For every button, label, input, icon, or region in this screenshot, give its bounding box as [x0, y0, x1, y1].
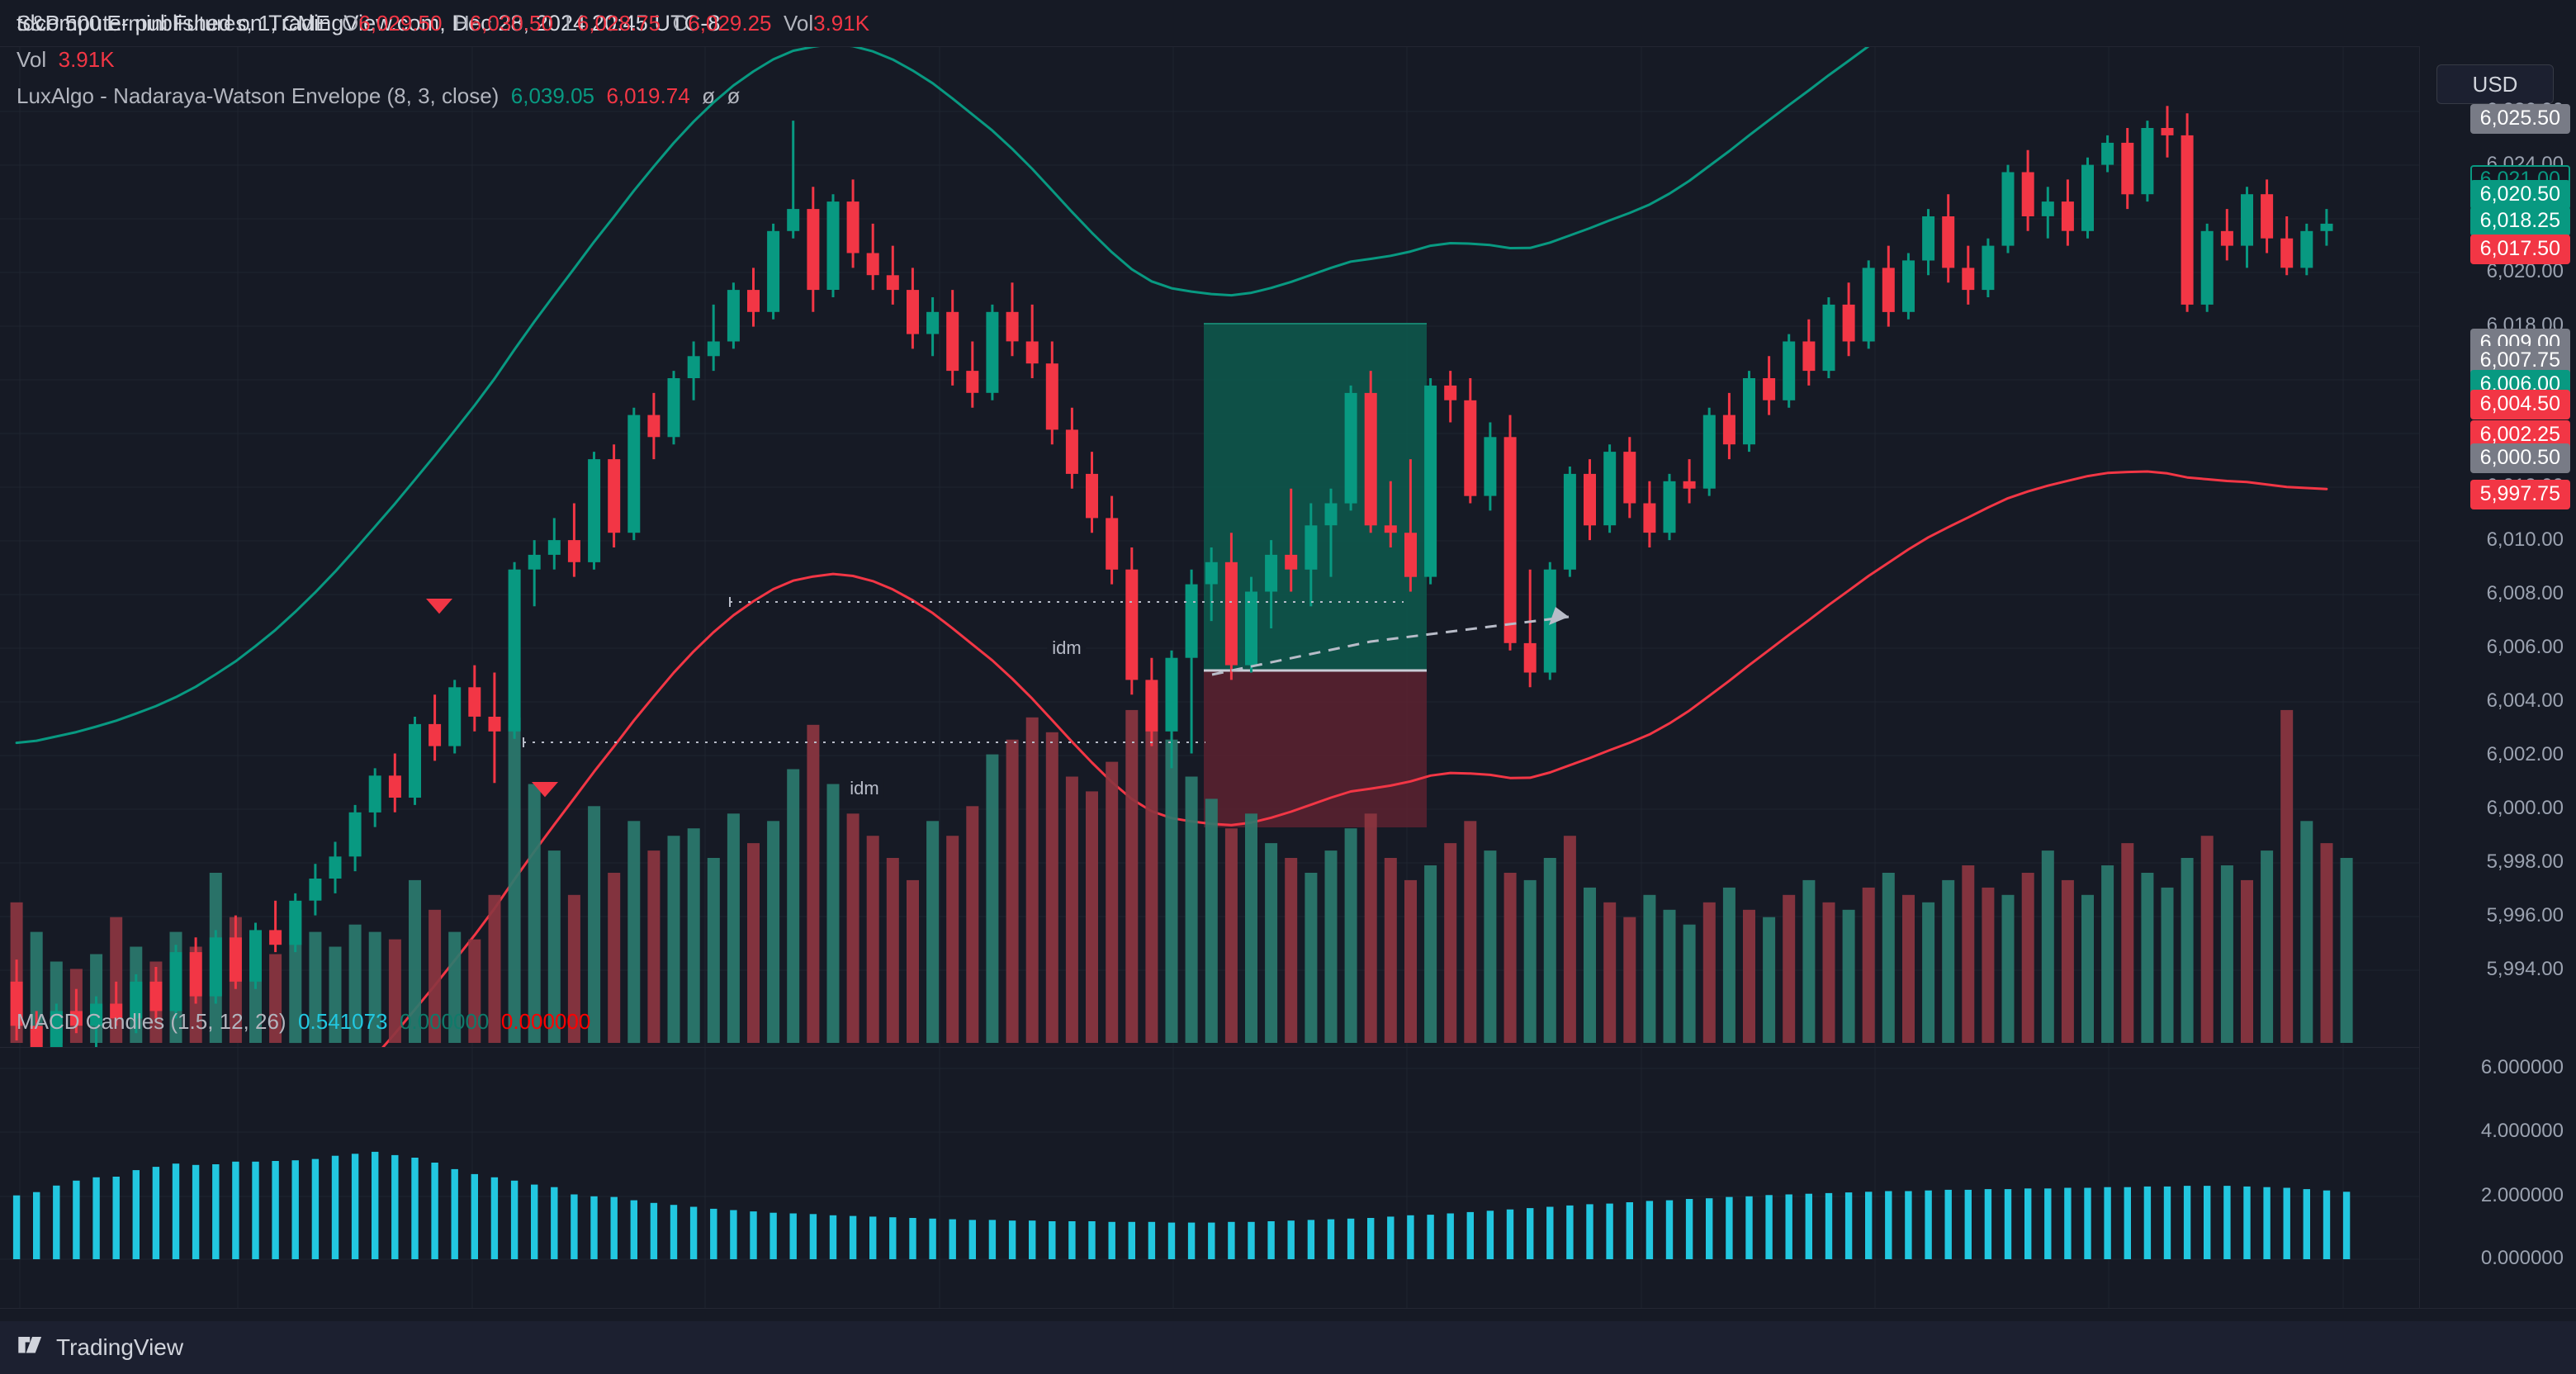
- legend-close-label: C: [672, 11, 689, 36]
- legend-high-value: 6,030.50: [469, 11, 553, 36]
- macd-indicator-name: MACD Candles (1.5, 12, 26): [17, 1009, 286, 1034]
- price-tick-label: 6,008.00: [2486, 582, 2564, 604]
- legend-vol-label: Vol: [783, 11, 814, 36]
- macd-tick-label: 4.000000: [2480, 1120, 2564, 1142]
- macd-pane[interactable]: [0, 1047, 2419, 1309]
- chart-frame: idm idm USD 6,026.006,024.006,022.006,02…: [0, 46, 2576, 1368]
- macd-legend[interactable]: MACD Candles (1.5, 12, 26) 0.541073 0.00…: [17, 1009, 590, 1035]
- legend-row-envelope[interactable]: LuxAlgo - Nadaraya-Watson Envelope (8, 3…: [17, 78, 869, 114]
- price-tick-label: 5,996.00: [2486, 904, 2564, 926]
- price-plot: [0, 47, 2419, 1048]
- price-tick-label: 6,010.00: [2486, 528, 2564, 551]
- legend-row-symbol[interactable]: S&P 500 E-mini Futures, 1, CME O6,029.50…: [17, 5, 869, 41]
- price-badge[interactable]: 6,000.50: [2469, 443, 2570, 473]
- macd-value-2: 0.000000: [399, 1009, 490, 1034]
- price-tick-label: 5,994.00: [2486, 958, 2564, 980]
- chart-legend: S&P 500 E-mini Futures, 1, CME O6,029.50…: [17, 5, 869, 114]
- macd-tick-label: 6.000000: [2480, 1056, 2564, 1078]
- legend-open-label: O: [342, 11, 359, 36]
- price-badge[interactable]: 6,017.50: [2469, 235, 2570, 264]
- price-badge[interactable]: 6,004.50: [2469, 390, 2570, 419]
- price-tick-label: 6,004.00: [2486, 689, 2564, 712]
- envelope-extra-2: ø: [727, 83, 741, 108]
- legend-vol-value: 3.91K: [813, 11, 870, 36]
- envelope-lower-value: 6,019.74: [606, 83, 690, 108]
- legend-symbol: S&P 500 E-mini Futures, 1, CME: [17, 11, 330, 36]
- tradingview-logo[interactable]: TradingView: [0, 1334, 183, 1361]
- envelope-extra-1: ø: [702, 83, 716, 108]
- legend-open-value: 6,029.50: [358, 11, 443, 36]
- price-badge[interactable]: 5,997.75: [2469, 480, 2570, 509]
- volume-indicator-value: 3.91K: [58, 47, 115, 72]
- publisher-bar: tdcomputer published on TradingView.com,…: [0, 0, 2576, 46]
- legend-low-value: 6,028.75: [576, 11, 661, 36]
- envelope-indicator-name: LuxAlgo - Nadaraya-Watson Envelope (8, 3…: [17, 83, 500, 108]
- price-tick-label: 6,002.00: [2486, 743, 2564, 765]
- legend-row-volume[interactable]: Vol 3.91K: [17, 41, 869, 78]
- price-badge[interactable]: 6,025.50: [2469, 104, 2570, 134]
- price-pane[interactable]: idm idm: [0, 46, 2419, 1048]
- price-scale[interactable]: USD 6,026.006,024.006,022.006,020.006,01…: [2419, 46, 2576, 1308]
- price-badge[interactable]: 6,018.25: [2469, 206, 2570, 236]
- legend-high-label: H: [453, 11, 470, 36]
- publisher-text: tdcomputer published on TradingView.com,…: [17, 10, 721, 36]
- price-tick-label: 6,006.00: [2486, 636, 2564, 658]
- legend-close-value: 6,029.25: [688, 11, 772, 36]
- volume-indicator-label: Vol: [17, 47, 47, 72]
- currency-label: USD: [2472, 71, 2518, 97]
- macd-value-1: 0.541073: [298, 1009, 388, 1034]
- footer-bar: TradingView: [0, 1321, 2576, 1374]
- macd-value-3: 0.000000: [500, 1009, 591, 1034]
- envelope-upper-value: 6,039.05: [510, 83, 594, 108]
- macd-tick-label: 0.000000: [2480, 1247, 2564, 1269]
- idm-label-lower: idm: [845, 778, 884, 799]
- tradingview-wordmark: TradingView: [56, 1334, 184, 1360]
- price-badge[interactable]: 6,020.50: [2469, 180, 2570, 210]
- currency-chip[interactable]: USD: [2436, 64, 2554, 104]
- idm-label-upper: idm: [1047, 637, 1087, 659]
- tradingview-mark-icon: [18, 1337, 42, 1353]
- price-tick-label: 6,000.00: [2486, 797, 2564, 819]
- legend-low-label: L: [565, 11, 577, 36]
- price-tick-label: 5,998.00: [2486, 850, 2564, 873]
- macd-plot: [0, 1048, 2419, 1309]
- macd-tick-label: 2.000000: [2480, 1184, 2564, 1206]
